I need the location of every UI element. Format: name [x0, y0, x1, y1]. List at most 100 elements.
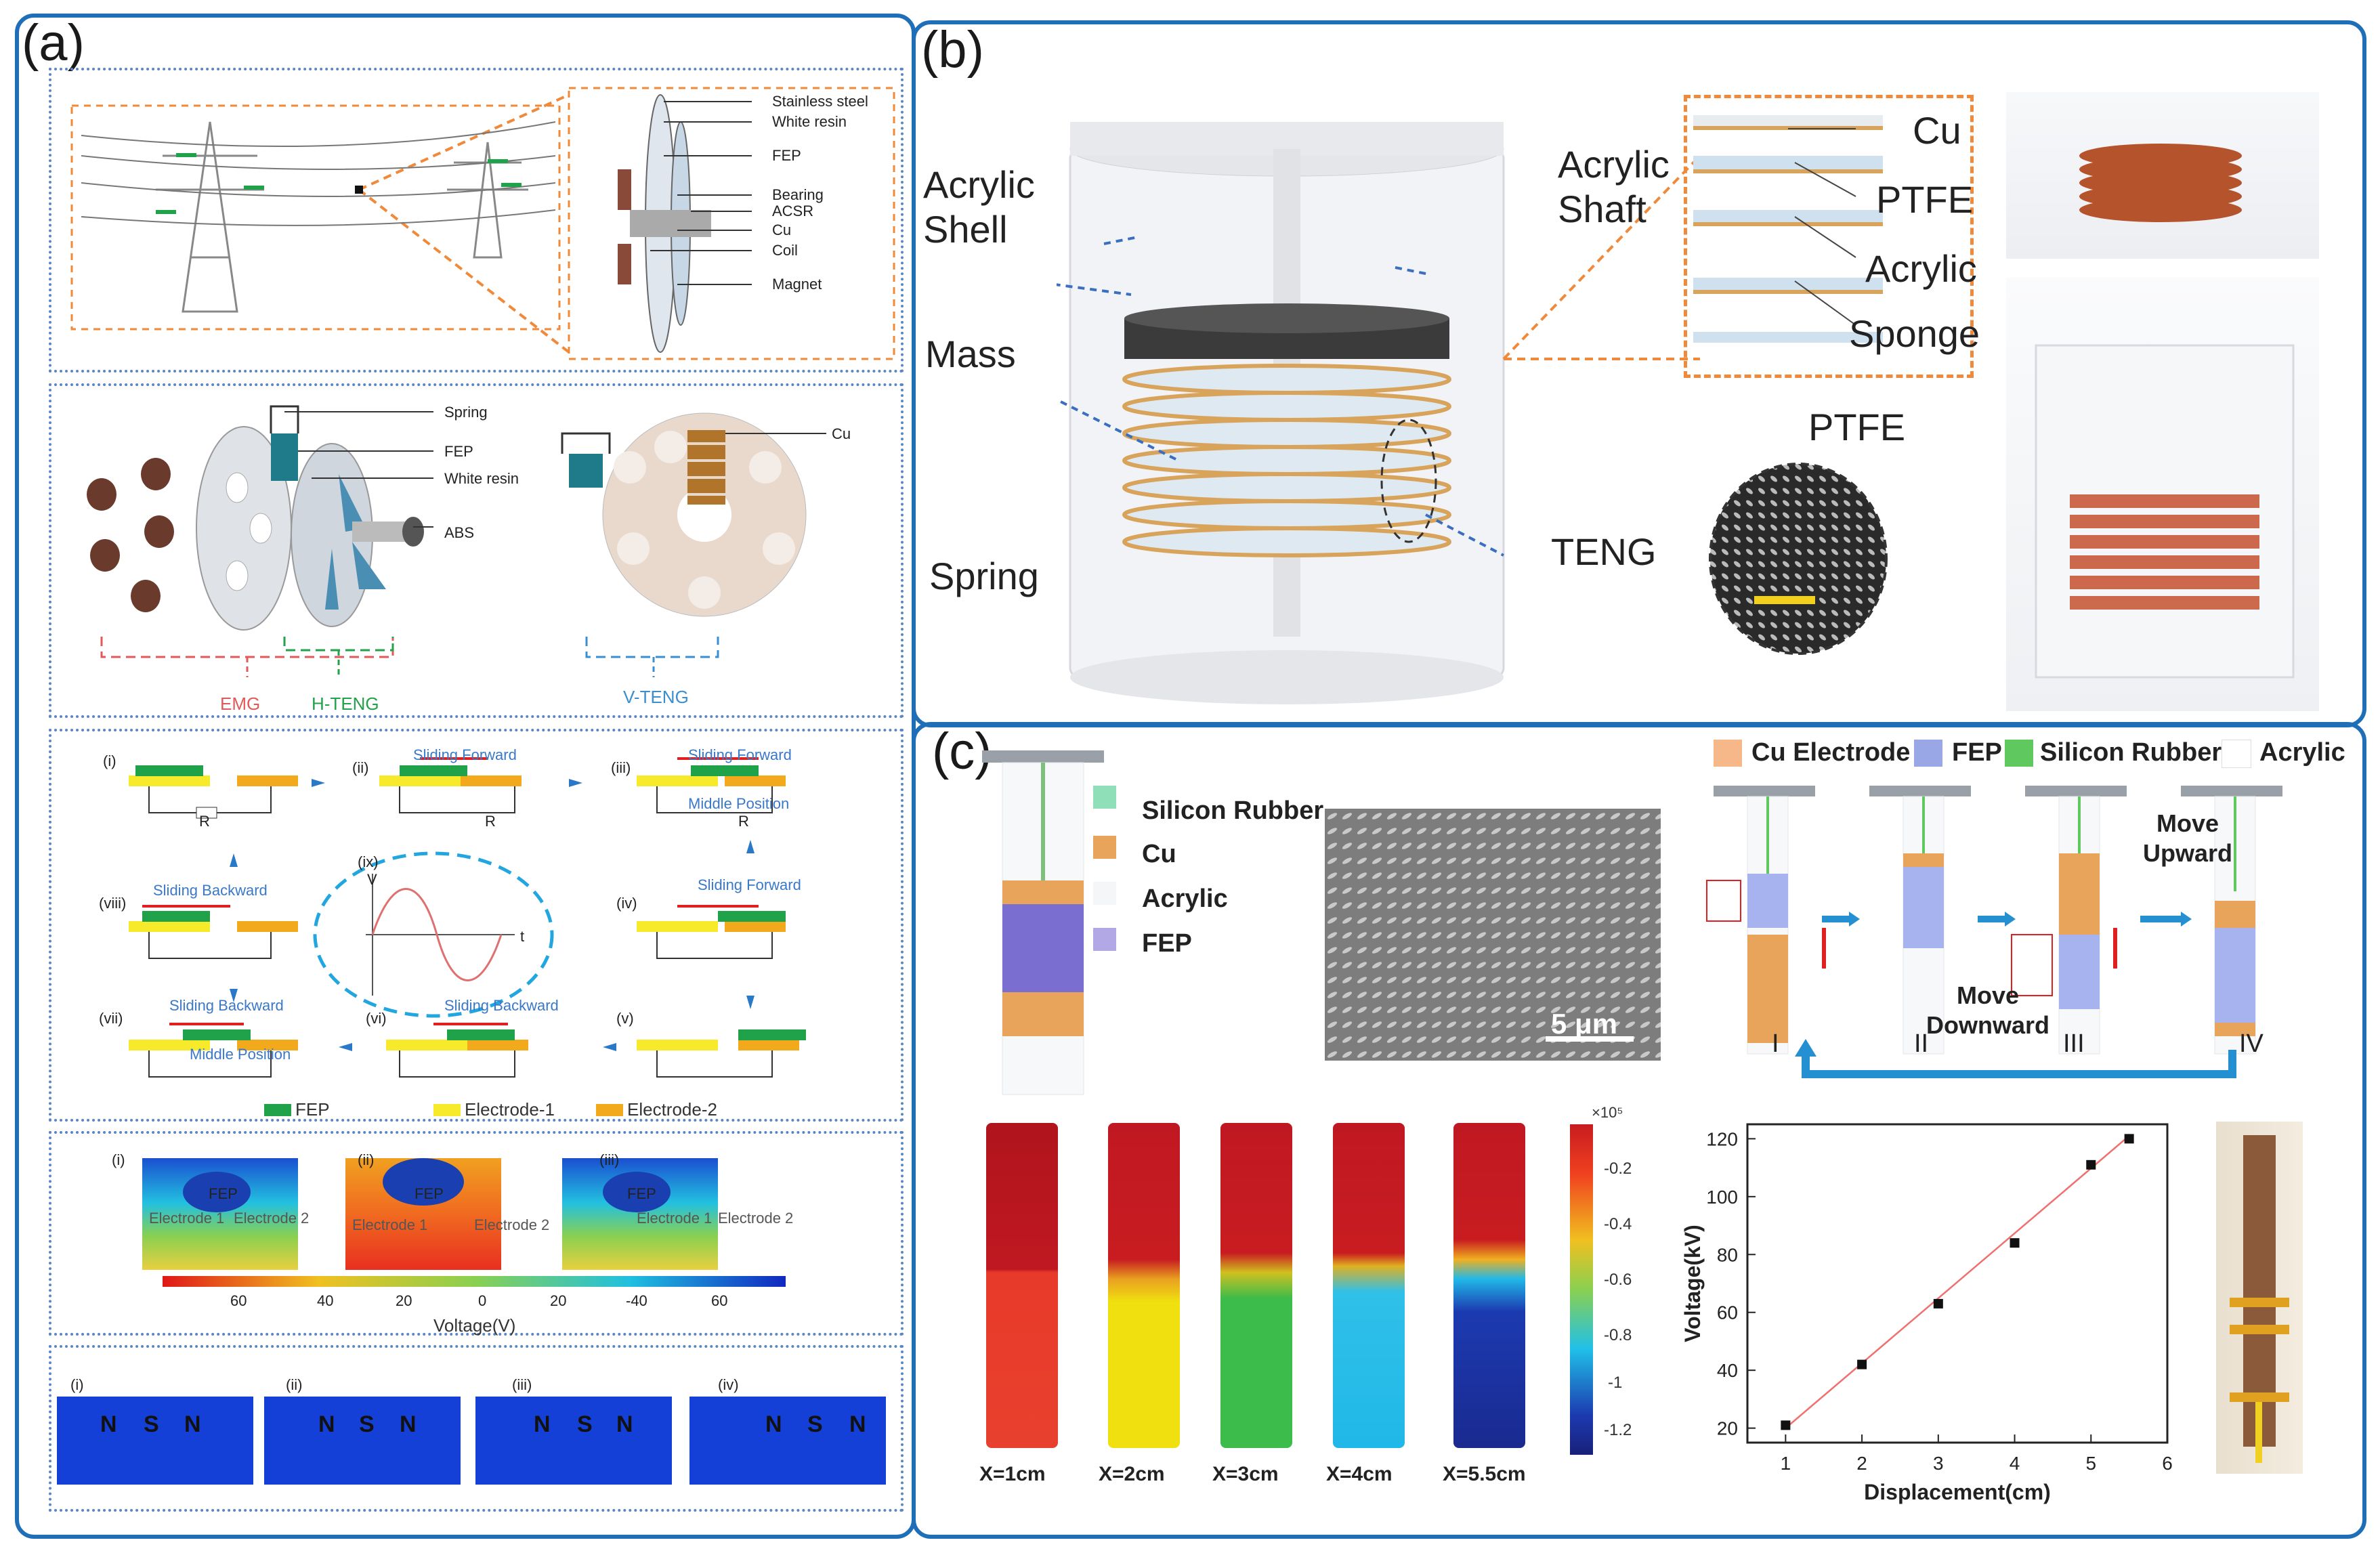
a3-step-vii: (vii) — [99, 1010, 123, 1027]
a5-pole-2a: N — [318, 1411, 335, 1437]
a5-pole-3a: N — [534, 1411, 551, 1437]
c-sem-image — [1325, 809, 1661, 1061]
a3-row-mid — [129, 851, 786, 1018]
c-legend-swatch-rubber — [1093, 786, 1116, 809]
c-legend2-rubber: Silicon Rubber — [2040, 738, 2222, 767]
a2-spring-label: Spring — [444, 404, 488, 421]
c-device-cartoon — [982, 750, 1104, 1095]
c-legend-swatch-acrylic — [1093, 882, 1116, 905]
a2-fep-label: FEP — [444, 443, 473, 460]
a4-tick-6: 60 — [711, 1292, 728, 1309]
a4-fep-3: FEP — [627, 1185, 656, 1202]
a4-tick-5: -40 — [626, 1292, 647, 1309]
y-tick-label-3: 80 — [1717, 1244, 1738, 1265]
b-layer-ptfe: PTFE — [1876, 178, 1974, 221]
b-layer-sponge: Sponge — [1849, 312, 1980, 355]
a4-case-ii: (ii) — [358, 1151, 375, 1168]
a3-step-vi: (vi) — [366, 1010, 387, 1027]
a3-working-cycle — [129, 757, 806, 1116]
tower-icon — [156, 121, 528, 313]
b-acrylic-shaft-label: Acrylic Shaft — [1558, 143, 1670, 230]
a3-step-ii: (ii) — [352, 759, 369, 776]
c-sim-label-2: X=2cm — [1099, 1463, 1165, 1485]
c-colorbar-t0: -0.2 — [1604, 1160, 1632, 1178]
x-tick-label-4: 5 — [2085, 1453, 2096, 1474]
a3-caption-viii: Sliding Backward — [153, 882, 268, 899]
a3-row-top — [129, 757, 786, 819]
c-legend1-rubber: Silicon Rubber — [1142, 796, 1324, 825]
data-point-2 — [1933, 1298, 1943, 1309]
chart-frame — [1746, 1123, 2169, 1444]
x-tick-label-1: 2 — [1856, 1453, 1867, 1474]
x-tick-label-5: 6 — [2162, 1453, 2173, 1474]
c-voltage-displacement-chart: 1 2 3 4 5 6 20 40 60 80 100 120 Displacement(cm) Volt… — [1680, 1123, 2173, 1504]
a2-box — [49, 383, 904, 718]
c-stage-iv: IV — [2239, 1029, 2264, 1058]
a2-hteng-label: H-TENG — [312, 694, 379, 714]
a5-pole-2c: N — [400, 1411, 417, 1437]
a1-label-2: FEP — [772, 147, 801, 164]
c-colorbar-t1: -0.4 — [1604, 1215, 1632, 1233]
b-acrylic-shell-label: Acrylic Shell — [923, 163, 1035, 251]
a1-illustration — [70, 87, 895, 360]
c-sim-label-4: X=4cm — [1326, 1463, 1393, 1485]
c-legend1-acrylic: Acrylic — [1142, 885, 1228, 913]
c-sim-colorbar — [1570, 1124, 1593, 1455]
c-sim-3 — [1220, 1123, 1292, 1448]
b-connector-lines — [1103, 154, 1701, 360]
b-device-illustration — [1057, 122, 1505, 704]
a5-field-4 — [689, 1397, 886, 1485]
a5-pole-1c: N — [184, 1411, 201, 1437]
a2-vteng-label: V-TENG — [623, 687, 689, 707]
a3-caption-vii-bot: Middle Position — [190, 1046, 291, 1063]
y-tick-label-2: 60 — [1717, 1302, 1738, 1323]
a5-pole-2b: S — [359, 1411, 375, 1437]
a5-pole-1b: S — [144, 1411, 159, 1437]
a1-label-6: Coil — [772, 242, 798, 259]
x-tick-label-2: 3 — [1933, 1453, 1944, 1474]
c-legend2-swatch-acrylic — [2222, 740, 2251, 768]
a4-e1-3: Electrode 1 — [637, 1210, 713, 1227]
a3-caption-ii: Sliding Forward — [413, 746, 517, 763]
a5-case-ii: (ii) — [286, 1376, 303, 1393]
c-colorbar-t4: -1 — [1608, 1374, 1623, 1392]
a3-step-viii: (viii) — [99, 895, 127, 912]
a3-axis-v: V — [367, 871, 377, 888]
a3-resistor-2: R — [485, 813, 496, 830]
a1-label-4: ACSR — [772, 203, 814, 219]
a4-box — [49, 1131, 904, 1336]
b-mass-label: Mass — [925, 333, 1016, 375]
a4-colorbar — [163, 1276, 786, 1287]
a5-case-iv: (iv) — [718, 1376, 739, 1393]
a2-cu-label: Cu — [832, 425, 851, 442]
a4-tick-2: 20 — [396, 1292, 412, 1309]
x-tick-label-3: 4 — [2010, 1453, 2020, 1474]
a3-caption-iv: Sliding Forward — [698, 876, 801, 893]
a3-box — [49, 729, 904, 1122]
y-tick-label-5: 120 — [1706, 1128, 1738, 1149]
c-sem-scale: 5 μm — [1551, 1008, 1618, 1040]
a3-caption-vi: Sliding Backward — [444, 997, 559, 1014]
a3-caption-iii-bot: Middle Position — [688, 795, 790, 812]
a5-field-3 — [475, 1397, 672, 1485]
a5-box — [49, 1345, 904, 1512]
y-tick-label-1: 40 — [1717, 1360, 1738, 1381]
a3-legend-fep: FEP — [295, 1099, 330, 1120]
a4-case-iii: (iii) — [599, 1151, 620, 1168]
a5-pole-3b: S — [577, 1411, 593, 1437]
c-sim-5 — [1453, 1123, 1525, 1448]
c-legend2-fep: FEP — [1952, 738, 2002, 767]
b-photo-assembled-art — [2035, 344, 2295, 679]
a3-legend-e1: Electrode-1 — [465, 1099, 555, 1120]
a2-abs-label: ABS — [444, 524, 475, 541]
a5-case-i: (i) — [70, 1376, 84, 1393]
a1-box — [49, 68, 904, 373]
a5-pole-1a: N — [100, 1411, 117, 1437]
a3-legend-e2: Electrode-2 — [627, 1099, 717, 1120]
c-colorbar-t3: -0.8 — [1604, 1326, 1632, 1344]
c-sim-label-3: X=3cm — [1212, 1463, 1279, 1485]
panel-c-frame — [912, 722, 2366, 1539]
a3-axis-t: t — [520, 928, 525, 945]
a5-pole-3c: N — [616, 1411, 633, 1437]
b-photo-coils-art — [2079, 144, 2242, 222]
